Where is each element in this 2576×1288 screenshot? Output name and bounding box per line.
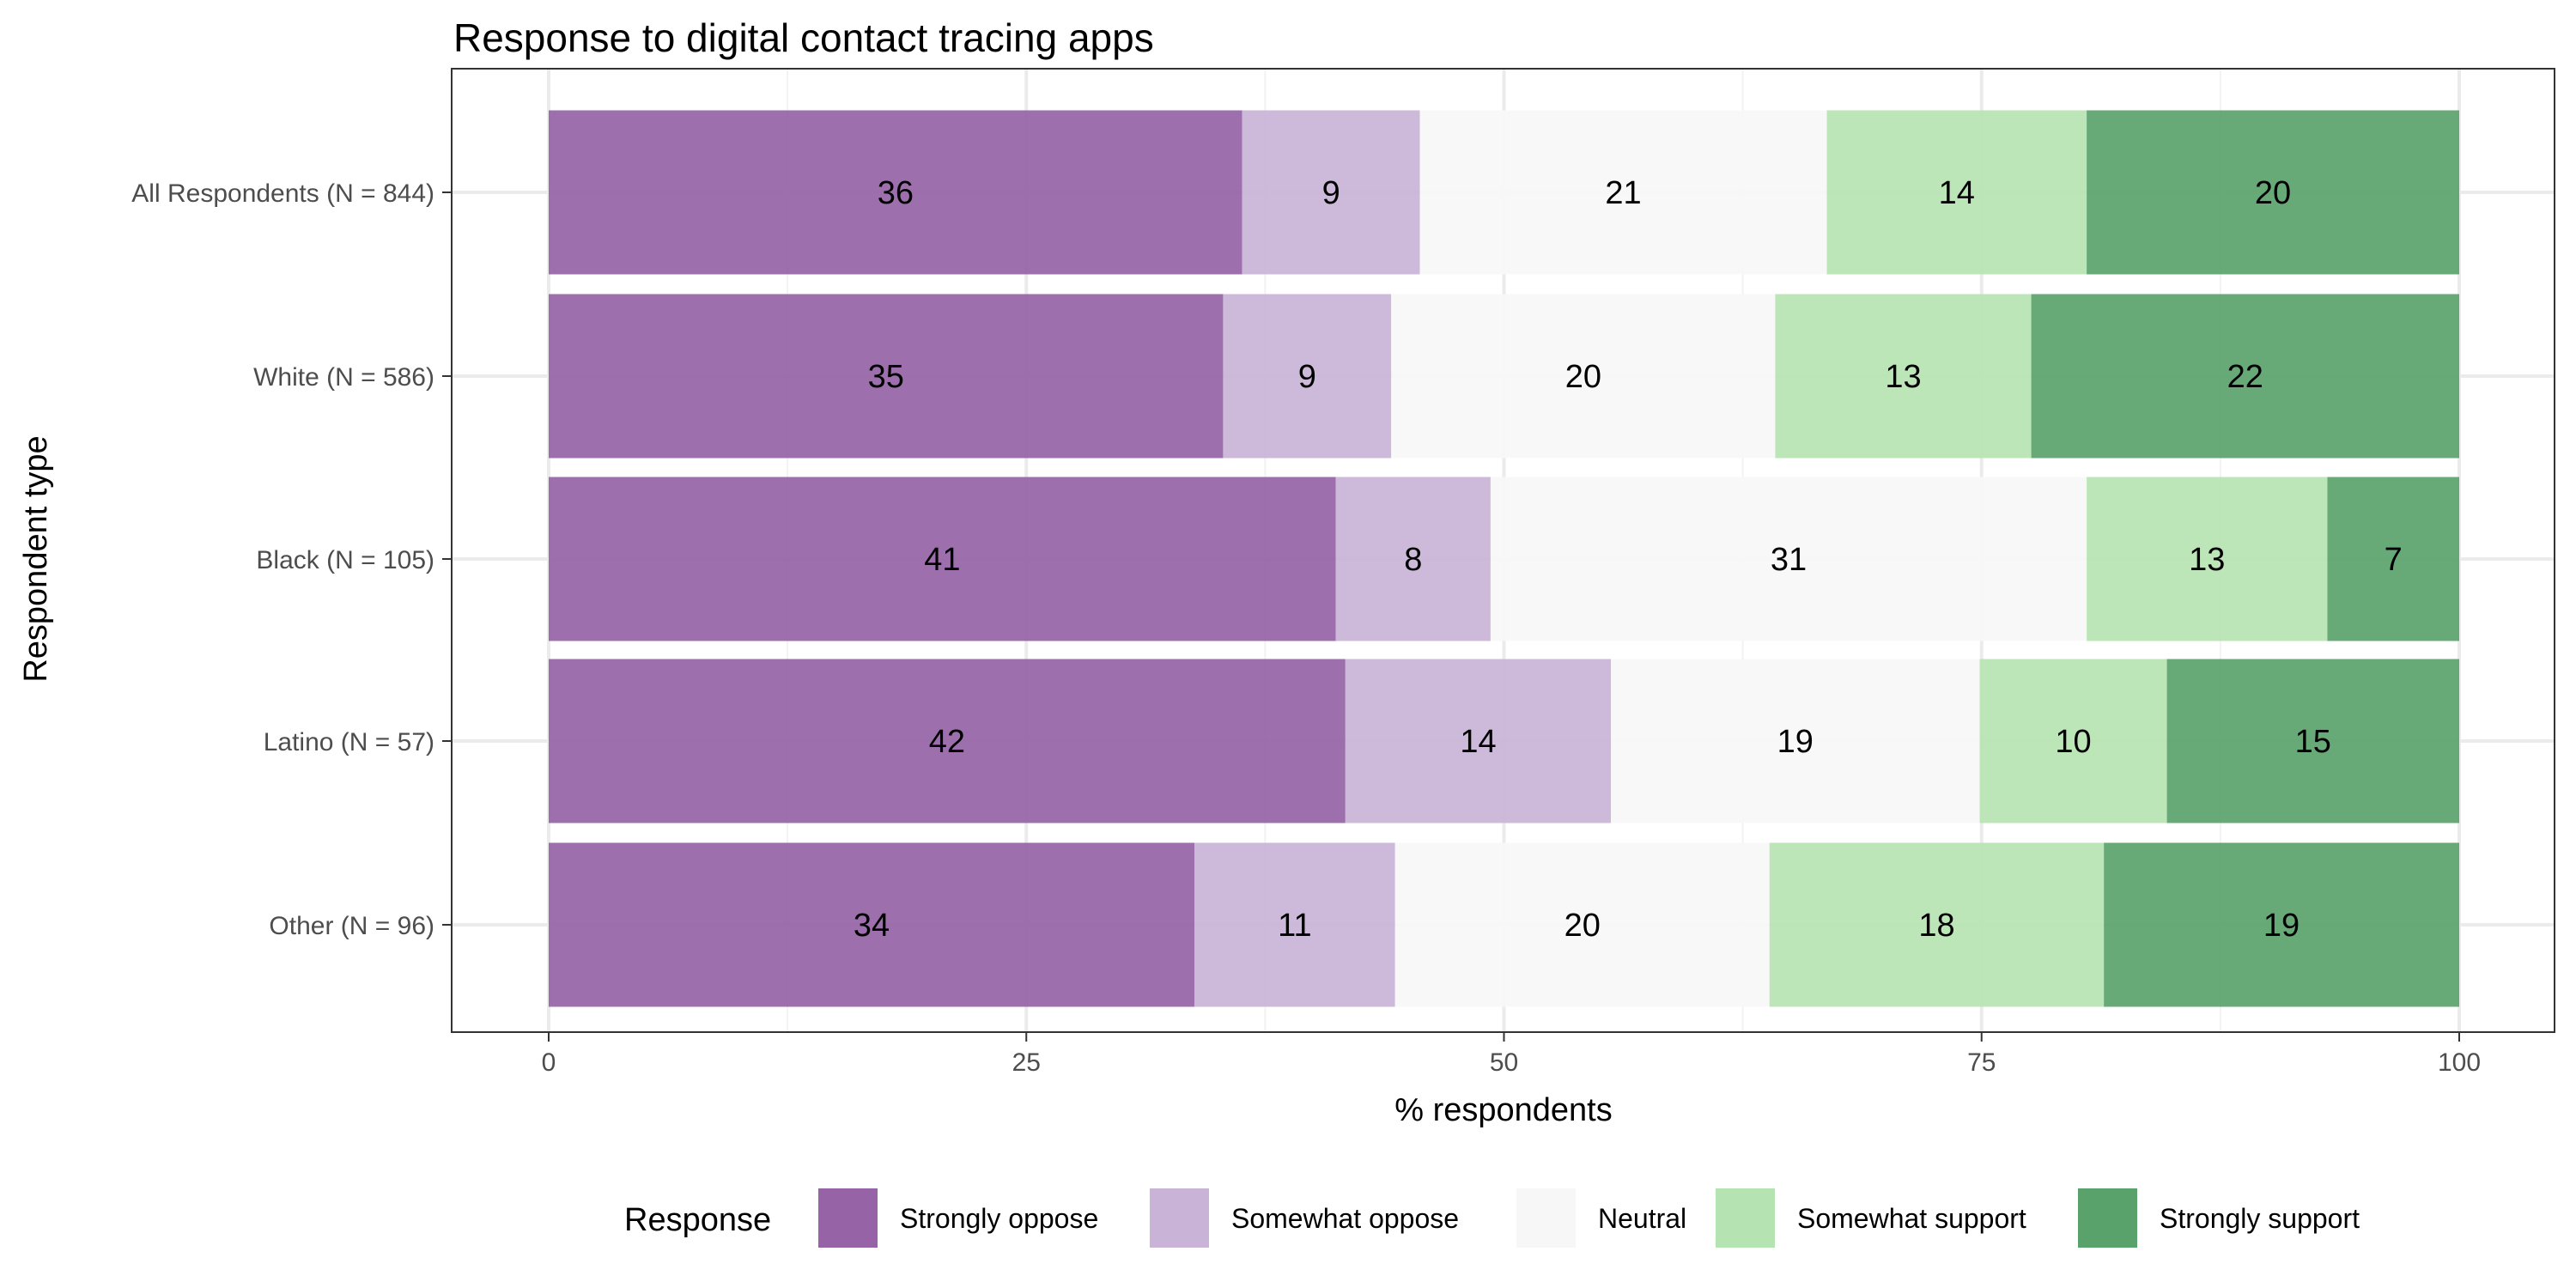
bar-segment — [549, 110, 1242, 275]
data-label: 14 — [1460, 724, 1496, 760]
data-label: 21 — [1605, 175, 1641, 211]
y-axis: All Respondents (N = 844) White (N = 586)… — [131, 179, 452, 940]
bar-segment — [1335, 477, 1491, 641]
legend-key — [1716, 1188, 1775, 1248]
data-label: 9 — [1298, 359, 1316, 395]
y-tick-label: Black (N = 105) — [256, 546, 434, 574]
bar-segment — [549, 294, 1224, 459]
bar-segment — [1194, 842, 1395, 1007]
data-label: 13 — [2189, 542, 2225, 578]
data-label: 18 — [1918, 908, 1954, 944]
bar-segment — [1419, 110, 1827, 275]
legend-key — [2078, 1188, 2137, 1248]
data-label: 42 — [929, 724, 965, 760]
bar-segment — [2031, 294, 2459, 459]
bar-segment — [1769, 842, 2105, 1007]
x-tick-label: 75 — [1967, 1048, 1996, 1077]
y-tick-label: All Respondents (N = 844) — [131, 179, 434, 208]
legend-label: Neutral — [1598, 1203, 1686, 1234]
y-axis-title: Respondent type — [18, 435, 54, 682]
data-label: 11 — [1278, 908, 1311, 944]
bar-segment — [549, 659, 1346, 823]
data-label: 7 — [2385, 542, 2403, 578]
y-tick-label: White (N = 586) — [253, 363, 434, 392]
legend-key — [818, 1188, 878, 1248]
legend-label: Strongly oppose — [900, 1203, 1098, 1234]
bar-segment — [1345, 659, 1612, 823]
chart-title: Response to digital contact tracing apps — [453, 15, 1154, 60]
x-axis: 0 25 50 75 100 — [542, 1032, 2481, 1077]
bar-segment — [1775, 294, 2032, 459]
legend: Response Strongly oppose Somewhat oppose N… — [624, 1188, 2360, 1248]
data-label: 13 — [1885, 359, 1921, 395]
legend-title: Response — [624, 1202, 771, 1238]
bar-segment — [549, 477, 1336, 641]
bar-segment — [1242, 110, 1420, 275]
x-axis-title: % respondents — [1394, 1092, 1613, 1128]
legend-key — [1150, 1188, 1209, 1248]
y-tick-label: Latino (N = 57) — [264, 728, 434, 756]
data-label: 8 — [1404, 542, 1422, 578]
bar-segment — [2104, 842, 2459, 1007]
bar-segment — [1223, 294, 1392, 459]
legend-label: Strongly support — [2160, 1203, 2360, 1234]
data-label: 9 — [1322, 175, 1340, 211]
data-label: 20 — [1564, 908, 1601, 944]
data-label: 15 — [2295, 724, 2331, 760]
bar-segment — [1979, 659, 2167, 823]
bar-segment — [2327, 477, 2459, 641]
y-tick-label: Other (N = 96) — [269, 912, 434, 940]
data-label: 36 — [878, 175, 914, 211]
data-label: 22 — [2227, 359, 2263, 395]
data-label: 35 — [868, 359, 904, 395]
bars: 36 9 21 14 20 35 9 20 13 22 41 8 31 13 7 42 14 19 10 15 34 11… — [549, 110, 2459, 1007]
bar-segment — [1391, 294, 1776, 459]
data-label: 41 — [924, 542, 960, 578]
legend-label: Somewhat support — [1797, 1203, 2026, 1234]
data-label: 10 — [2055, 724, 2091, 760]
bar-segment — [1490, 477, 2087, 641]
bar-segment — [549, 842, 1195, 1007]
data-label: 31 — [1771, 542, 1807, 578]
data-label: 19 — [1777, 724, 1814, 760]
legend-key — [1516, 1188, 1576, 1248]
bar-segment — [2087, 477, 2328, 641]
data-label: 19 — [2263, 908, 2300, 944]
bar-segment — [1611, 659, 1980, 823]
data-label: 20 — [1565, 359, 1601, 395]
bar-segment — [2166, 659, 2459, 823]
bar-segment — [1826, 110, 2087, 275]
x-tick-label: 25 — [1012, 1048, 1041, 1077]
x-tick-label: 0 — [542, 1048, 556, 1077]
bar-segment — [2087, 110, 2459, 275]
x-tick-label: 50 — [1490, 1048, 1518, 1077]
legend-label: Somewhat oppose — [1231, 1203, 1459, 1234]
data-label: 20 — [2255, 175, 2291, 211]
data-label: 34 — [854, 908, 890, 944]
x-tick-label: 100 — [2438, 1048, 2481, 1077]
bar-segment — [1394, 842, 1770, 1007]
data-label: 14 — [1939, 175, 1975, 211]
